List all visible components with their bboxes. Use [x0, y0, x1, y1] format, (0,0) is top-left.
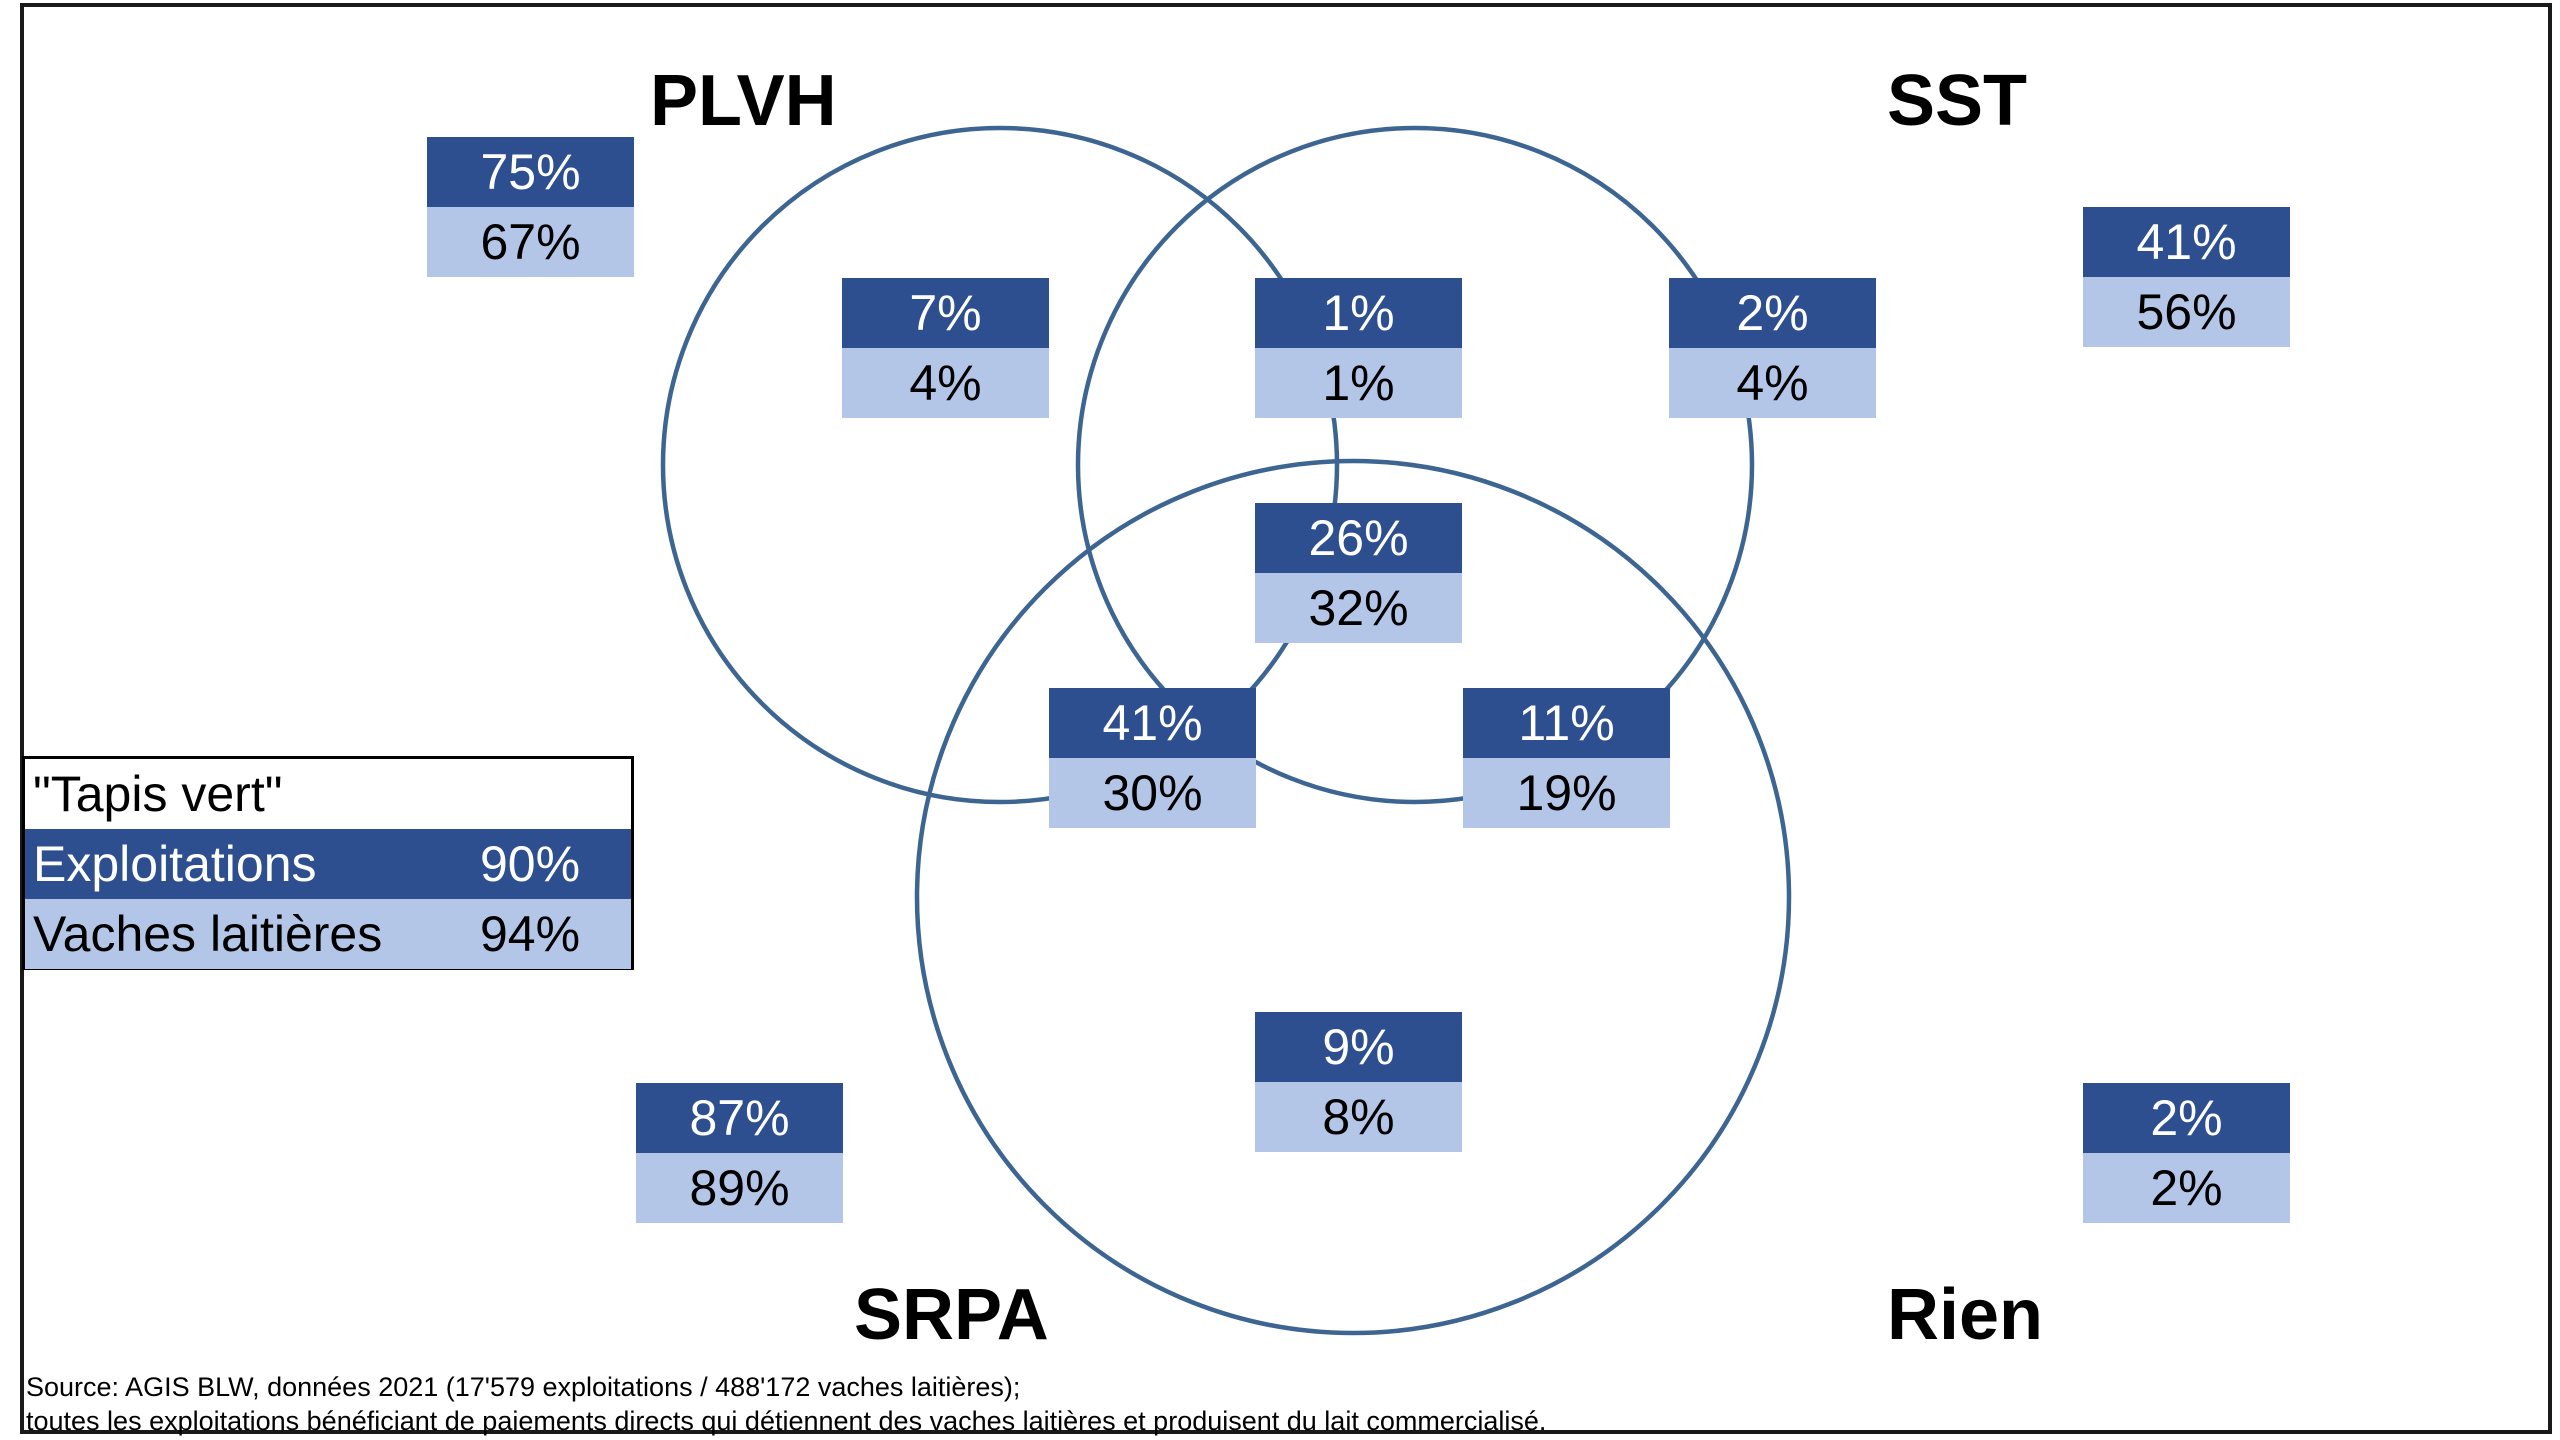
circle-srpa [914, 458, 1792, 1336]
vaches-value: 4% [842, 348, 1049, 418]
vaches-value: 8% [1255, 1082, 1462, 1152]
set-label-sst: SST [1887, 61, 2028, 141]
legend-label: Vaches laitières [33, 906, 383, 962]
legend-row-vaches: Vaches laitières 94% [25, 899, 631, 969]
exploitations-value: 41% [2083, 207, 2290, 277]
region-sst-only: 2% 4% [1669, 278, 1876, 418]
source-line-2: toutes les exploitations bénéficiant de … [26, 1406, 1547, 1436]
legend-value: 90% [480, 836, 581, 892]
exploitations-value: 9% [1255, 1012, 1462, 1082]
exploitations-value: 11% [1463, 688, 1670, 758]
legend-value: 94% [480, 906, 581, 962]
set-label-rien: Rien [1887, 1275, 2044, 1355]
exploitations-value: 7% [842, 278, 1049, 348]
vaches-value: 56% [2083, 277, 2290, 347]
vaches-value: 2% [2083, 1153, 2290, 1223]
figure-frame [20, 3, 2552, 1434]
legend-label: Exploitations [33, 836, 317, 892]
legend-title: "Tapis vert" [33, 766, 283, 822]
region-srpa-only: 9% 8% [1255, 1012, 1462, 1152]
region-sst-srpa: 11% 19% [1463, 688, 1670, 828]
vaches-value: 1% [1255, 348, 1462, 418]
exploitations-value: 2% [2083, 1083, 2290, 1153]
exploitations-value: 87% [636, 1083, 843, 1153]
region-plvh-total: 75% 67% [427, 137, 634, 277]
exploitations-value: 1% [1255, 278, 1462, 348]
vaches-value: 30% [1049, 758, 1256, 828]
source-line-1: Source: AGIS BLW, données 2021 (17'579 e… [26, 1372, 1021, 1402]
vaches-value: 19% [1463, 758, 1670, 828]
region-all-three: 26% 32% [1255, 503, 1462, 643]
region-plvh-only: 7% 4% [842, 278, 1049, 418]
exploitations-value: 26% [1255, 503, 1462, 573]
exploitations-value: 2% [1669, 278, 1876, 348]
vaches-value: 89% [636, 1153, 843, 1223]
circle-sst [1075, 125, 1755, 805]
region-srpa-total: 87% 89% [636, 1083, 843, 1223]
vaches-value: 67% [427, 207, 634, 277]
region-plvh-srpa: 41% 30% [1049, 688, 1256, 828]
exploitations-value: 75% [427, 137, 634, 207]
legend-table: "Tapis vert" Exploitations 90% Vaches la… [22, 756, 634, 970]
region-sst-total: 41% 56% [2083, 207, 2290, 347]
exploitations-value: 41% [1049, 688, 1256, 758]
circle-plvh [660, 125, 1340, 805]
region-plvh-sst: 1% 1% [1255, 278, 1462, 418]
vaches-value: 32% [1255, 573, 1462, 643]
legend-row-exploitations: Exploitations 90% [25, 829, 631, 899]
region-rien: 2% 2% [2083, 1083, 2290, 1223]
source-note: Source: AGIS BLW, données 2021 (17'579 e… [26, 1370, 1546, 1438]
set-label-srpa: SRPA [854, 1275, 1049, 1355]
set-label-plvh: PLVH [650, 61, 837, 141]
vaches-value: 4% [1669, 348, 1876, 418]
legend-title-row: "Tapis vert" [25, 759, 631, 829]
